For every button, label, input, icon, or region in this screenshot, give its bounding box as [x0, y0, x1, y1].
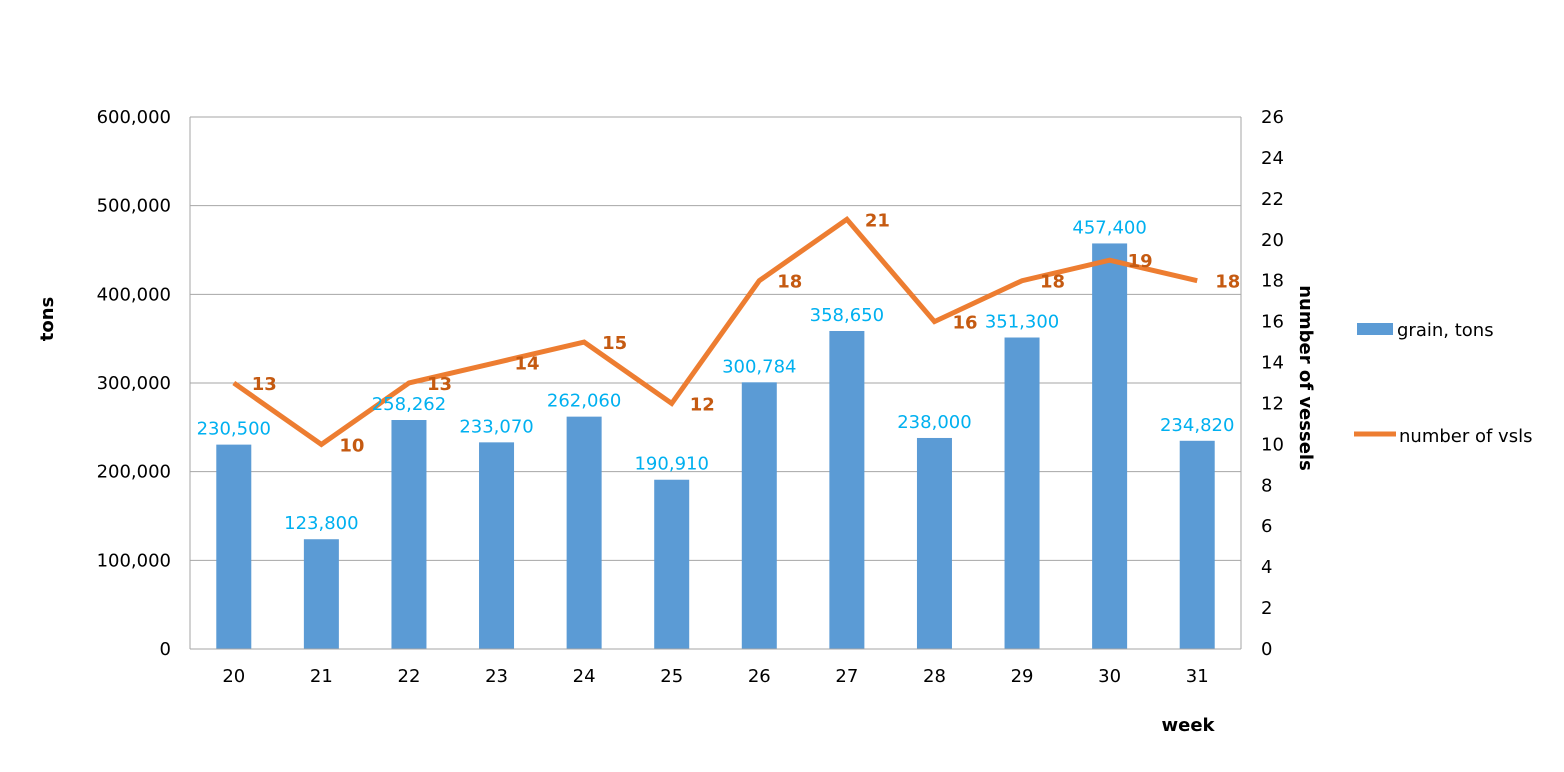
line-data-label: 13: [252, 374, 277, 395]
y2-tick-label: 24: [1261, 148, 1284, 169]
x-tick-label: 25: [660, 666, 683, 687]
line-data-label: 18: [1215, 272, 1240, 293]
line-data-label: 21: [865, 210, 890, 231]
legend-label-vessels: number of vsls: [1399, 426, 1532, 447]
bar-data-label: 351,300: [985, 312, 1059, 333]
line-data-label: 14: [515, 354, 540, 375]
bar-data-label: 234,820: [1160, 415, 1234, 436]
y2-tick-label: 10: [1261, 434, 1284, 455]
y2-tick-label: 4: [1261, 557, 1272, 578]
x-tick-label: 30: [1098, 666, 1121, 687]
y-tick-label: 200,000: [97, 462, 171, 483]
bar: [741, 382, 777, 649]
y2-axis-title: number of vessels: [1295, 285, 1316, 471]
bar-data-label: 358,650: [810, 305, 884, 326]
x-tick-label: 29: [1011, 666, 1034, 687]
line-series: [232, 215, 1198, 448]
y2-tick-label: 2: [1261, 598, 1272, 619]
legend-swatch-grain: [1357, 323, 1393, 335]
y-tick-label: 0: [160, 639, 171, 660]
line-data-label: 18: [1040, 272, 1065, 293]
bar-data-label: 230,500: [197, 419, 271, 440]
y2-tick-label: 6: [1261, 516, 1272, 537]
x-tick-label: 28: [923, 666, 946, 687]
x-tick-label: 22: [398, 666, 421, 687]
y2-tick-label: 18: [1261, 271, 1284, 292]
line-data-label: 15: [602, 333, 627, 354]
line-data-label: 18: [777, 272, 802, 293]
bar: [1179, 440, 1215, 649]
bar: [654, 479, 690, 649]
bar-data-label: 123,800: [284, 513, 358, 534]
bar-data-label: 262,060: [547, 391, 621, 412]
x-axis-title: week: [1161, 715, 1215, 736]
bar: [479, 442, 515, 649]
line-data-label: 16: [952, 313, 977, 334]
axes: 0 100,000 200,000 300,000 400,000 500,000 600,…: [97, 107, 1284, 687]
bar-data-label: 300,784: [722, 356, 796, 377]
y-tick-label: 600,000: [97, 107, 171, 128]
y2-tick-label: 16: [1261, 312, 1284, 333]
x-tick-label: 31: [1186, 666, 1209, 687]
bar: [216, 444, 252, 649]
bar-series: [216, 243, 1215, 649]
legend-label-grain: grain, tons: [1397, 320, 1494, 341]
line-series-path: [232, 215, 1198, 448]
x-tick-label: 21: [310, 666, 333, 687]
y2-tick-label: 12: [1261, 393, 1284, 414]
x-tick-label: 23: [485, 666, 508, 687]
y2-tick-label: 14: [1261, 353, 1284, 374]
bar: [1092, 243, 1128, 649]
y-axis-title: tons: [37, 297, 58, 342]
line-data-label: 13: [427, 374, 452, 395]
bar-data-label: 457,400: [1072, 217, 1146, 238]
bar-data-label: 258,262: [372, 394, 446, 415]
y2-tick-label: 0: [1261, 639, 1272, 660]
bar-data-label: 190,910: [634, 454, 708, 475]
y2-tick-label: 22: [1261, 189, 1284, 210]
line-data-label: 12: [690, 394, 715, 415]
y2-tick-label: 26: [1261, 107, 1284, 128]
bar: [916, 437, 952, 649]
bar: [1004, 337, 1040, 649]
y2-tick-label: 8: [1261, 475, 1272, 496]
x-tick-label: 20: [222, 666, 245, 687]
x-tick-label: 26: [748, 666, 771, 687]
bar: [391, 420, 427, 649]
line-data-label: 19: [1128, 251, 1153, 272]
y-tick-label: 100,000: [97, 550, 171, 571]
y-tick-label: 300,000: [97, 373, 171, 394]
legend: grain, tons number of vsls: [1354, 320, 1532, 447]
line-data-labels: 13 10 13 14 15 12 18 21 16 18 19 18: [252, 210, 1240, 456]
bar: [566, 416, 602, 649]
gridlines: [190, 116, 1241, 561]
bar-data-label: 233,070: [459, 416, 533, 437]
bar: [303, 539, 339, 649]
line-data-label: 10: [339, 435, 364, 456]
bar: [829, 330, 865, 649]
x-tick-label: 27: [835, 666, 858, 687]
bar-data-label: 238,000: [897, 412, 971, 433]
y-tick-label: 400,000: [97, 284, 171, 305]
y-tick-label: 500,000: [97, 196, 171, 217]
x-tick-label: 24: [573, 666, 596, 687]
y2-tick-label: 20: [1261, 230, 1284, 251]
bar-data-labels: 230,500 123,800 258,262 233,070 262,060 190,9…: [197, 217, 1235, 534]
